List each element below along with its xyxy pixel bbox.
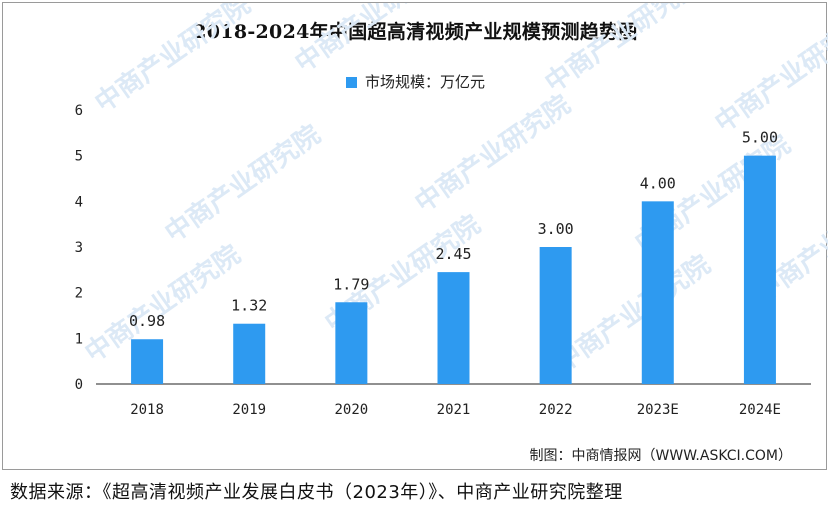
watermark-text: 中商产业研究院 (289, 3, 456, 79)
bar-2024E (743, 155, 776, 384)
y-tick-label: 3 (75, 240, 83, 256)
bar-2023E (641, 201, 674, 384)
watermark-text: 中商产业研究院 (539, 3, 706, 99)
bar-value-label: 2.45 (435, 245, 471, 263)
x-tick-label: 2023E (637, 402, 679, 418)
bar-2022 (539, 247, 572, 384)
bar-2019 (233, 323, 266, 384)
watermark-text: 中商产业研究院 (159, 119, 326, 249)
watermark-text: 中商产业研究院 (89, 3, 256, 119)
chart-credit: 制图：中商情报网（WWW.ASKCI.COM） (529, 448, 792, 464)
x-tick-label: 2022 (539, 402, 573, 418)
bar-value-label: 3.00 (538, 220, 574, 238)
x-tick-label: 2018 (130, 402, 164, 418)
x-tick-label: 2019 (232, 402, 266, 418)
bar-2020 (335, 302, 368, 384)
watermark-text: 中商产业研究院 (549, 249, 716, 379)
chart-frame: 2018-2024年中国超高清视频产业规模预测趋势图 市场规模：万亿元 中商产业… (2, 2, 828, 470)
y-tick-label: 5 (75, 149, 83, 165)
bar-value-label: 4.00 (640, 174, 676, 192)
x-tick-label: 2024E (739, 402, 781, 418)
y-tick-label: 2 (75, 286, 83, 302)
y-tick-label: 0 (75, 377, 83, 393)
watermark-text: 中商产业研究院 (709, 9, 828, 139)
x-tick-label: 2020 (334, 402, 368, 418)
bar-2021 (437, 272, 470, 384)
y-tick-label: 6 (75, 103, 83, 119)
y-tick-label: 1 (75, 331, 83, 347)
bar-value-label: 1.32 (231, 297, 267, 315)
bar-value-label: 1.79 (333, 275, 369, 293)
x-tick-label: 2021 (437, 402, 471, 418)
data-source-note: 数据来源：《超高清视频产业发展白皮书（2023年）》、中商产业研究院整理 (10, 482, 623, 503)
bar-value-label: 5.00 (742, 129, 778, 147)
bar-value-label: 0.98 (129, 312, 165, 330)
watermark-text: 中商产业研究院 (409, 89, 576, 219)
chart-title: 2018-2024年中国超高清视频产业规模预测趋势图 (193, 21, 638, 43)
legend-label: 市场规模：万亿元 (364, 73, 485, 91)
bar-2018 (131, 339, 164, 384)
legend: 市场规模：万亿元 (3, 71, 828, 92)
y-tick-label: 4 (75, 194, 83, 210)
legend-swatch (345, 77, 357, 88)
